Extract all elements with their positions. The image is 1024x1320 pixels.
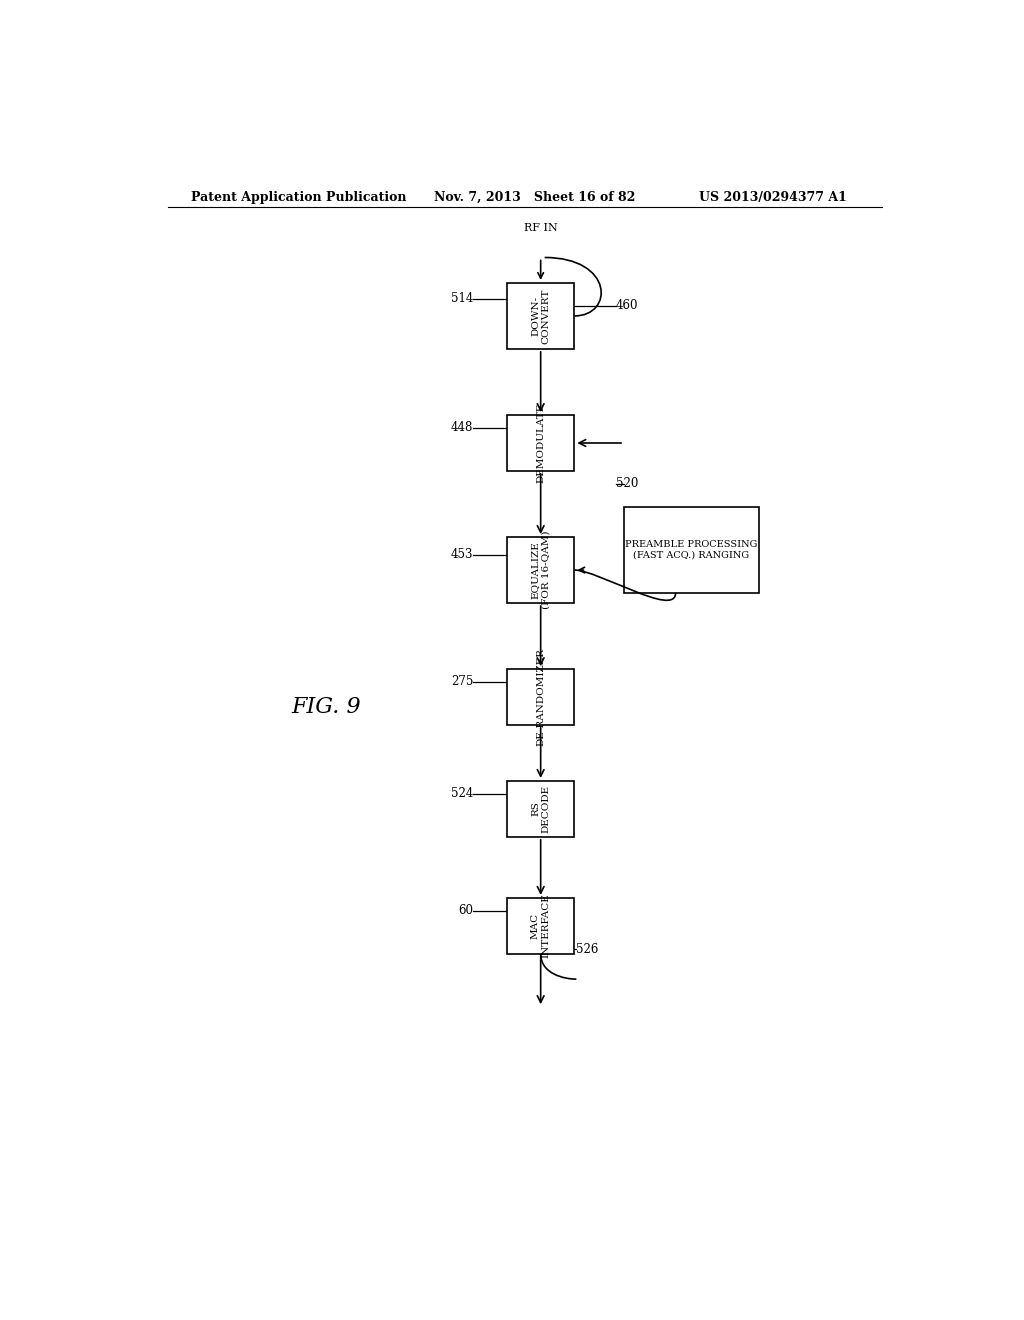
Text: 275: 275	[451, 676, 473, 688]
Text: RS
DECODE: RS DECODE	[531, 785, 550, 833]
Text: US 2013/0294377 A1: US 2013/0294377 A1	[699, 190, 847, 203]
Text: 520: 520	[616, 477, 638, 490]
Bar	[507, 781, 574, 837]
Bar	[507, 414, 574, 471]
Text: Patent Application Publication: Patent Application Publication	[191, 190, 407, 203]
Text: PREAMBLE PROCESSING
(FAST ACQ.) RANGING: PREAMBLE PROCESSING (FAST ACQ.) RANGING	[626, 540, 758, 560]
Text: DE-RANDOMIZER: DE-RANDOMIZER	[537, 648, 545, 746]
Text: 448: 448	[451, 421, 473, 434]
Text: 526: 526	[577, 942, 599, 956]
Text: 514: 514	[451, 292, 473, 305]
Text: EQUALIZE
(FOR 16-QAM): EQUALIZE (FOR 16-QAM)	[531, 531, 550, 610]
Text: Nov. 7, 2013   Sheet 16 of 82: Nov. 7, 2013 Sheet 16 of 82	[433, 190, 635, 203]
Bar	[624, 507, 759, 593]
Text: 60: 60	[458, 904, 473, 917]
Text: MAC
INTERFACE: MAC INTERFACE	[531, 894, 550, 958]
Bar	[507, 669, 574, 725]
Bar	[507, 537, 574, 603]
Bar	[507, 898, 574, 954]
Text: FIG. 9: FIG. 9	[292, 696, 361, 718]
Bar	[507, 282, 574, 348]
Text: DEMODULATE: DEMODULATE	[537, 403, 545, 483]
Text: RF IN: RF IN	[524, 223, 557, 232]
Text: 453: 453	[451, 548, 473, 561]
Text: DOWN-
CONVERT: DOWN- CONVERT	[531, 288, 550, 343]
Text: 460: 460	[616, 300, 639, 313]
Text: 524: 524	[451, 787, 473, 800]
